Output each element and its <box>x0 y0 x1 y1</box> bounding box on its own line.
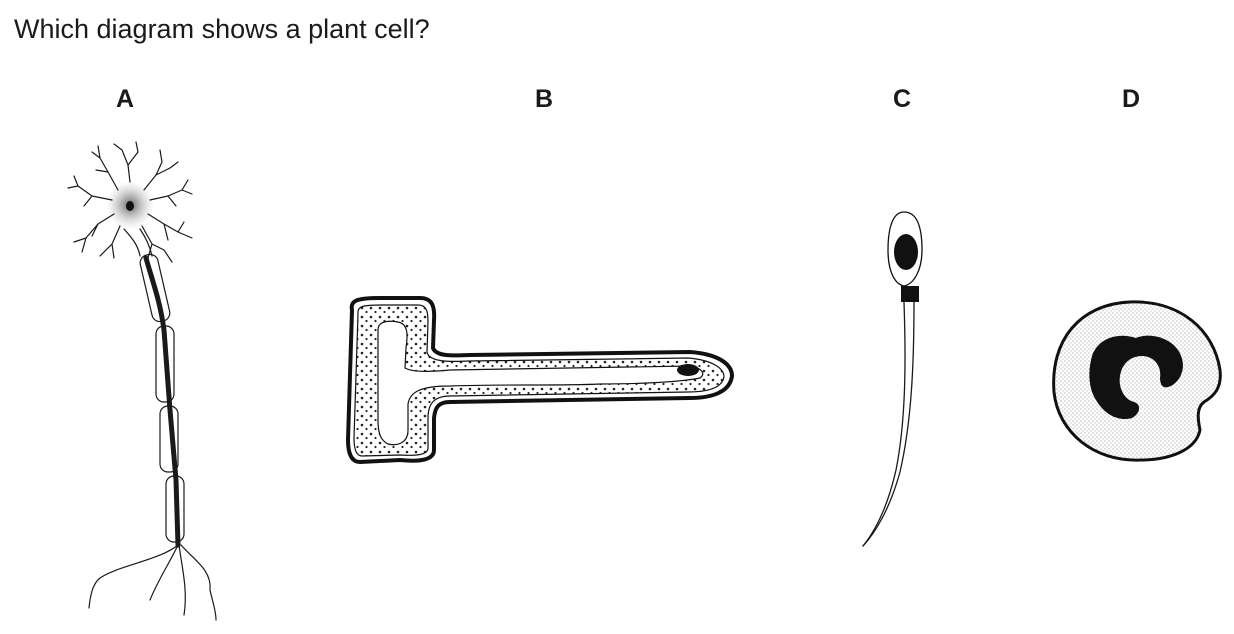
diagram-b-root-hair-cell[interactable] <box>345 296 735 465</box>
axon-terminals <box>88 544 217 621</box>
diagram-c-sperm-cell[interactable] <box>862 211 923 547</box>
option-label-a[interactable]: A <box>115 85 135 113</box>
axon <box>143 255 181 548</box>
diagram-d-white-blood-cell[interactable] <box>1052 300 1222 462</box>
sperm-nucleus <box>894 234 918 270</box>
root-hair-nucleus <box>677 364 699 376</box>
option-label-c[interactable]: C <box>892 85 912 113</box>
diagram-a-nerve-cell[interactable] <box>67 141 217 621</box>
sperm-tail-outer <box>862 301 906 547</box>
sperm-midpiece <box>901 286 919 302</box>
wbc-membrane <box>1052 300 1222 462</box>
axon-hillock <box>123 228 153 257</box>
option-label-b[interactable]: B <box>534 85 554 113</box>
nerve-cell-nucleus <box>126 201 134 211</box>
option-label-d[interactable]: D <box>1121 85 1141 113</box>
wbc-lobed-nucleus <box>1089 335 1183 420</box>
sperm-tail-inner <box>862 301 915 547</box>
question-text: Which diagram shows a plant cell? <box>14 14 430 44</box>
vacuole <box>377 320 704 446</box>
dendrites <box>67 141 193 263</box>
myelin-sheath <box>139 253 185 543</box>
